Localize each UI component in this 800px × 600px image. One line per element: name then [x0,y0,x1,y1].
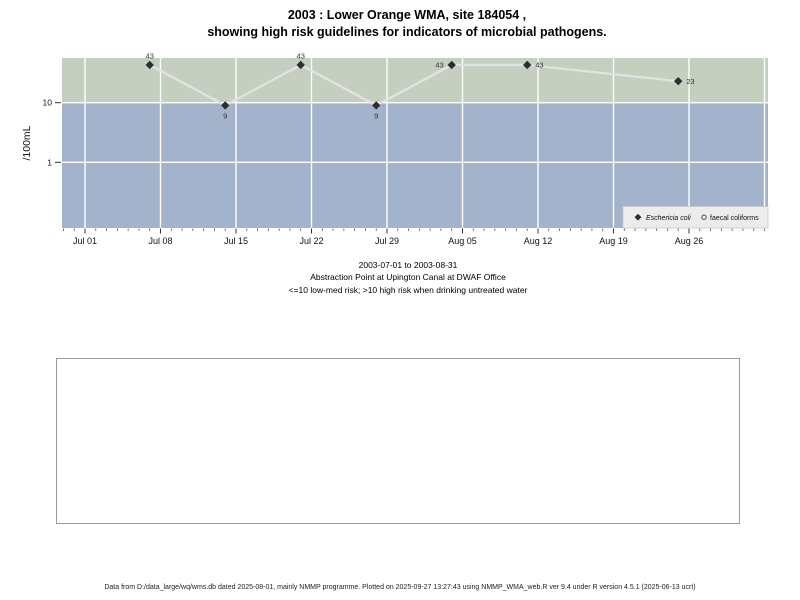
footer-provenance: Data from D:/data_large/wq/wms.db dated … [104,584,696,591]
data-point-label: 9 [374,111,378,120]
y-axis-title: /100mL [21,125,33,160]
data-point-marker [523,60,532,70]
data-point-label: 23 [686,77,694,86]
x-tick-label: Jul 22 [299,236,323,246]
x-tick-label: Aug 05 [448,236,477,246]
legend-label-faecal-coliforms: faecal coliforms [710,215,759,222]
data-point-label: 43 [535,61,543,70]
chart-title-line2: showing high risk guidelines for indicat… [207,25,607,39]
x-tick-label: Aug 12 [524,236,553,246]
data-point-marker [674,76,683,86]
x-tick-label: Aug 19 [599,236,628,246]
data-point-label: 43 [297,51,305,60]
data-point-marker [372,101,381,110]
x-tick-label: Jul 08 [148,236,172,246]
legend-box [622,206,769,229]
caption-risk-guideline: <=10 low-med risk; >10 high risk when dr… [288,284,528,295]
data-point-marker [145,60,154,70]
chart-captions: 2003-07-01 to 2003-08-31 Abstraction Poi… [16,259,800,296]
caption-date-range: 2003-07-01 to 2003-08-31 [358,260,458,270]
chart-title-line1: 2003 : Lower Orange WMA, site 184054 , [287,8,527,22]
data-point-marker [221,101,230,110]
y-tick-label: 1 [47,157,52,167]
x-tick-label: Jul 29 [375,236,399,246]
open-circle-icon [701,214,707,220]
data-point-label: 43 [435,61,443,70]
x-tick-label: Aug 26 [675,236,704,246]
legend-label-ecoli: Eschericia coli [646,215,691,222]
filled-diamond-icon [634,213,642,221]
caption-site-description: Abstraction Point at Upington Canal at D… [310,272,506,283]
empty-panel [56,358,740,524]
x-tick-label: Jul 01 [73,236,97,246]
data-point-marker [296,60,305,70]
data-point-label: 43 [146,51,154,60]
data-point-marker [447,60,456,70]
chart-title: 2003 : Lower Orange WMA, site 184054 , s… [15,7,799,41]
data-point-label: 9 [223,111,227,120]
y-tick-label: 10 [43,98,53,108]
timeseries-chart: Jul 01 Jul 08 Jul 15 Jul 22 Jul 29 Aug 05 Aug … [21,51,769,246]
x-tick-label: Jul 15 [224,236,248,246]
